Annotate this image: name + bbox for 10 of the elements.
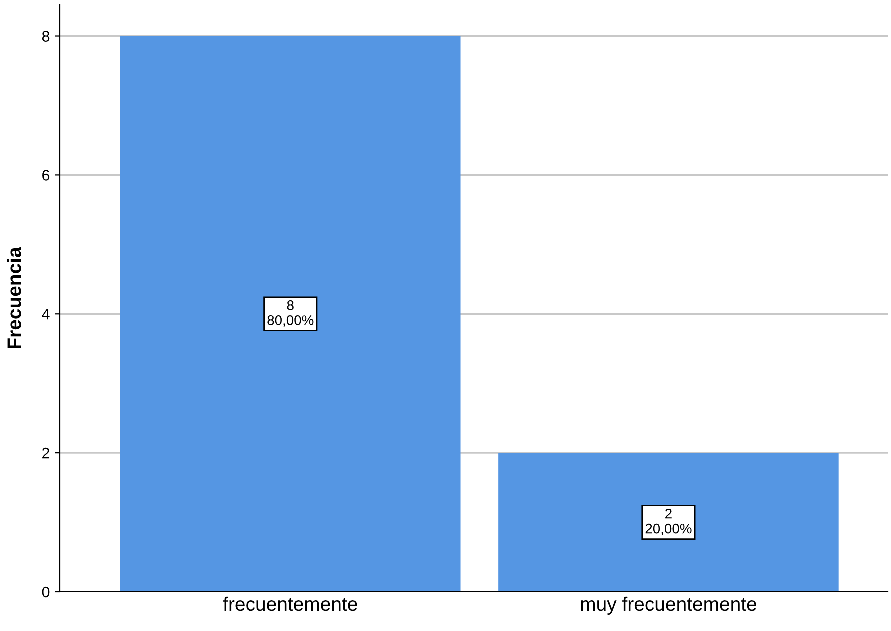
x-tick-label: frecuentemente (223, 596, 358, 612)
x-tick-label: muy frecuentemente (581, 596, 756, 615)
data-label: 2 20,00% (646, 508, 692, 536)
y-tick-label: 4 (42, 309, 50, 320)
y-tick-label: 8 (42, 31, 50, 42)
y-axis-title: Frecuencia (7, 247, 22, 349)
y-tick-label: 0 (42, 586, 50, 598)
data-label: 8 80,00% (268, 300, 314, 327)
y-tick-label: 6 (42, 170, 50, 181)
y-tick-label: 2 (42, 448, 50, 459)
